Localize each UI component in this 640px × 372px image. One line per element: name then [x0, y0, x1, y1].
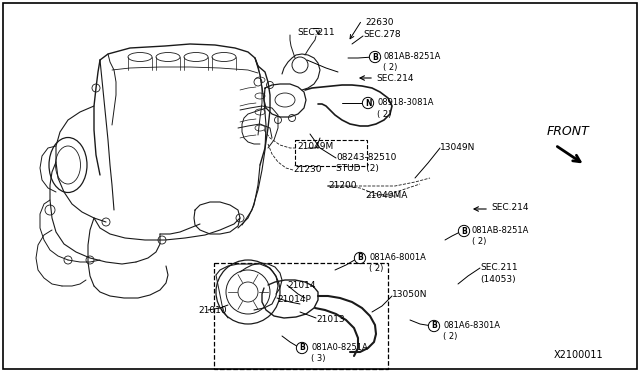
- Text: 08918-3081A: 08918-3081A: [377, 98, 433, 107]
- Text: SEC.211: SEC.211: [297, 28, 335, 37]
- Circle shape: [45, 205, 55, 215]
- Text: ( 2): ( 2): [377, 110, 392, 119]
- Text: 13050N: 13050N: [392, 290, 428, 299]
- Text: 081A0-8251A: 081A0-8251A: [311, 343, 368, 352]
- Text: SEC.211: SEC.211: [480, 263, 518, 272]
- Text: 081A6-8301A: 081A6-8301A: [443, 321, 500, 330]
- Text: B: B: [299, 343, 305, 353]
- Text: B: B: [357, 253, 363, 263]
- Circle shape: [158, 236, 166, 244]
- Circle shape: [86, 256, 94, 264]
- Bar: [295, 140, 367, 166]
- Text: SEC.214: SEC.214: [376, 74, 413, 83]
- Circle shape: [289, 115, 296, 122]
- Text: SEC.278: SEC.278: [363, 30, 401, 39]
- Text: (14053): (14053): [480, 275, 516, 284]
- Text: 081AB-8251A: 081AB-8251A: [383, 52, 440, 61]
- Text: ( 2): ( 2): [443, 332, 458, 341]
- Text: N: N: [365, 99, 371, 108]
- Text: X2100011: X2100011: [554, 350, 604, 360]
- Text: 08243-82510: 08243-82510: [336, 153, 396, 162]
- Circle shape: [102, 218, 110, 226]
- Text: 21049M: 21049M: [297, 142, 333, 151]
- Circle shape: [236, 214, 244, 222]
- Text: SEC.214: SEC.214: [491, 203, 529, 212]
- Text: ( 2): ( 2): [472, 237, 486, 246]
- Text: B: B: [372, 52, 378, 61]
- Text: FRONT: FRONT: [547, 125, 589, 138]
- Text: ( 2): ( 2): [383, 63, 397, 72]
- Text: STUD  (2): STUD (2): [336, 164, 379, 173]
- Text: 081A6-8001A: 081A6-8001A: [369, 253, 426, 262]
- Text: 21014P: 21014P: [277, 295, 311, 304]
- Text: ( 2): ( 2): [369, 264, 383, 273]
- Text: 21230: 21230: [293, 165, 321, 174]
- Text: 21049MA: 21049MA: [365, 191, 408, 200]
- Text: 21200: 21200: [328, 181, 356, 190]
- Circle shape: [275, 116, 282, 124]
- Bar: [214, 263, 388, 369]
- Text: 21014: 21014: [287, 281, 316, 290]
- Text: B: B: [461, 227, 467, 235]
- Circle shape: [254, 78, 262, 86]
- Text: 21010: 21010: [198, 306, 227, 315]
- Text: 13049N: 13049N: [440, 143, 476, 152]
- Text: 22630: 22630: [365, 18, 394, 27]
- Text: ( 3): ( 3): [311, 354, 326, 363]
- Circle shape: [64, 256, 72, 264]
- Text: 081AB-8251A: 081AB-8251A: [472, 226, 529, 235]
- Text: 21013: 21013: [316, 315, 344, 324]
- Circle shape: [92, 84, 100, 92]
- Circle shape: [266, 81, 273, 89]
- Text: B: B: [431, 321, 437, 330]
